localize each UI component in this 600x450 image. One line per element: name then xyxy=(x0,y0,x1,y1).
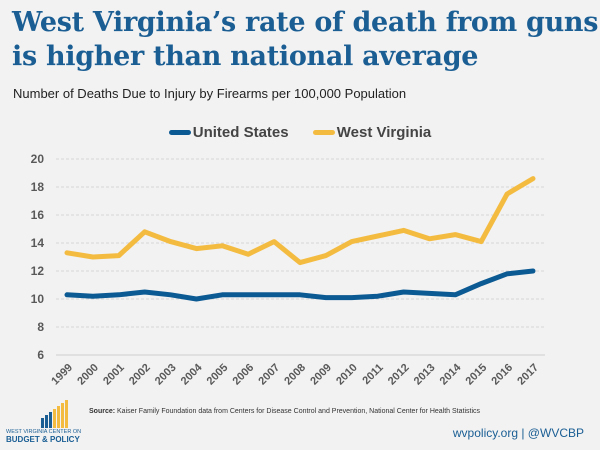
x-tick-label: 2006 xyxy=(231,362,257,388)
source-text: Kaiser Family Foundation data from Cente… xyxy=(117,408,481,415)
x-tick-label: 2017 xyxy=(515,362,541,388)
y-tick-label: 6 xyxy=(37,348,44,362)
title-line-2: is higher than national average xyxy=(12,41,479,72)
x-tick-label: 2012 xyxy=(386,362,412,388)
logo-text-line-1: WEST VIRGINIA CENTER ON xyxy=(6,429,82,435)
legend-item-west-virginia: West Virginia xyxy=(312,124,432,141)
source-label: Source: xyxy=(89,408,116,415)
x-tick-label: 2000 xyxy=(75,362,101,388)
x-tick-label: 2009 xyxy=(308,362,334,388)
x-tick-label: 2004 xyxy=(179,361,205,387)
title-line-1: West Virginia’s rate of death from guns xyxy=(12,7,599,38)
x-tick-label: 2014 xyxy=(438,361,464,387)
y-tick-label: 8 xyxy=(37,320,44,334)
legend-swatch-united-states xyxy=(168,130,191,135)
legend-label-united-states: United States xyxy=(192,124,289,141)
logo-bars-icon xyxy=(41,400,68,428)
x-tick-label: 1999 xyxy=(49,362,75,388)
legend-item-united-states: United States xyxy=(168,124,289,141)
x-tick-label: 2003 xyxy=(153,362,179,388)
wvcbp-logo: WEST VIRGINIA CENTER ON BUDGET & POLICY xyxy=(6,400,86,445)
legend-swatch-west-virginia xyxy=(312,130,335,135)
x-tick-label: 2005 xyxy=(205,362,231,388)
x-tick-label: 2010 xyxy=(334,362,360,388)
series-line-west-virginia xyxy=(64,176,536,266)
x-tick-label: 2008 xyxy=(282,362,308,388)
y-tick-label: 14 xyxy=(31,236,45,250)
x-tick-label: 2007 xyxy=(256,362,282,388)
chart-subtitle: Number of Deaths Due to Injury by Firear… xyxy=(13,86,407,101)
y-tick-label: 10 xyxy=(31,292,45,306)
y-tick-label: 18 xyxy=(31,180,45,194)
x-tick-label: 2011 xyxy=(360,362,385,387)
x-tick-label: 2016 xyxy=(489,362,515,388)
x-tick-label: 2015 xyxy=(464,362,490,388)
page-title: West Virginia’s rate of death from guns … xyxy=(12,6,598,74)
x-tick-label: 2013 xyxy=(412,362,438,388)
source-note: Source: Kaiser Family Foundation data fr… xyxy=(89,408,480,415)
footer-link[interactable]: wvpolicy.org | @WVCBP xyxy=(452,426,584,440)
logo-text-line-2: BUDGET & POLICY xyxy=(6,435,80,444)
y-tick-label: 16 xyxy=(31,208,45,222)
x-tick-label: 2001 xyxy=(101,362,127,388)
series-line-united-states xyxy=(64,268,536,302)
chart-legend: United States West Virginia xyxy=(0,122,600,141)
x-tick-label: 2002 xyxy=(127,362,153,388)
y-tick-label: 12 xyxy=(31,264,45,278)
y-tick-label: 20 xyxy=(31,152,45,166)
legend-label-west-virginia: West Virginia xyxy=(336,124,432,141)
